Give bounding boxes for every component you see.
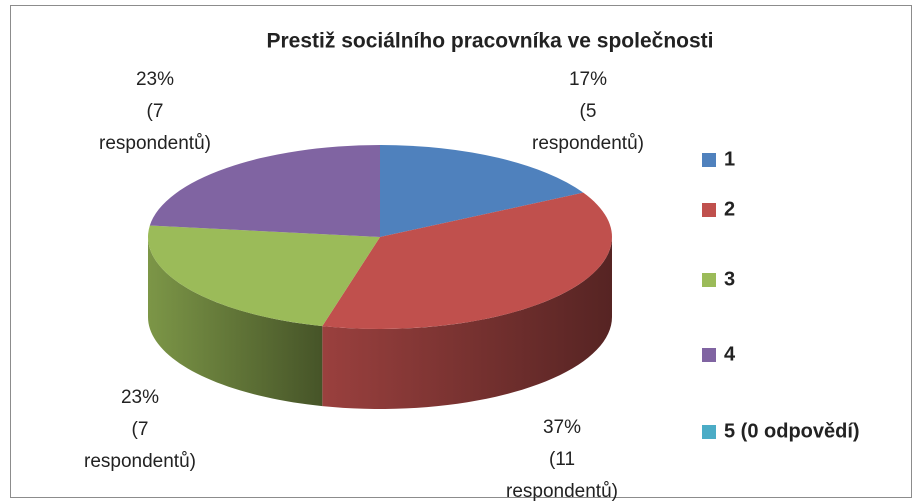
legend-swatch <box>702 425 716 439</box>
slice-side <box>322 237 612 409</box>
data-label: (7 <box>132 419 149 440</box>
legend-label: 2 <box>724 198 735 220</box>
data-label: 37% <box>543 417 581 438</box>
slice <box>148 225 380 327</box>
legend-swatch <box>702 203 716 217</box>
data-label: (11 <box>549 449 575 470</box>
data-label: respondentů) <box>506 481 618 502</box>
data-label: (5 <box>580 101 597 122</box>
legend-swatch <box>702 348 716 362</box>
data-label: 23% <box>136 69 174 90</box>
slice <box>149 145 380 237</box>
data-label: 17% <box>569 69 607 90</box>
data-label: respondentů) <box>99 133 211 154</box>
legend-label: 3 <box>724 268 735 290</box>
data-label: (7 <box>147 101 164 122</box>
slice-side <box>148 237 323 407</box>
legend-label: 4 <box>724 343 736 365</box>
legend-label: 5 (0 odpovědí) <box>724 420 860 442</box>
chart-title: Prestiž sociálního pracovníka ve společn… <box>267 30 714 53</box>
slice <box>380 145 584 237</box>
legend-label: 1 <box>724 148 735 170</box>
legend-swatch <box>702 153 716 167</box>
data-label: respondentů) <box>532 133 644 154</box>
slice <box>322 192 612 329</box>
legend-swatch <box>702 273 716 287</box>
data-label: 23% <box>121 387 159 408</box>
data-label: respondentů) <box>84 451 196 472</box>
